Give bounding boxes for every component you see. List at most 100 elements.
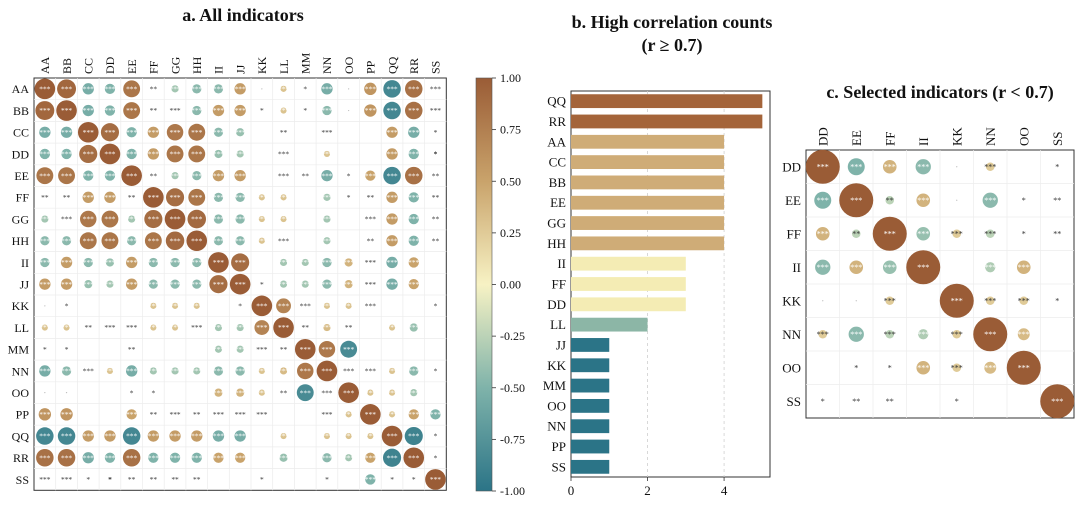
panel-a-significance-label: ***: [386, 323, 397, 332]
panel-c-significance-label: ***: [984, 263, 996, 272]
panel-a-row-label: EE: [14, 169, 29, 183]
panel-a-circle: [214, 345, 223, 353]
panel-c-col-label: DD: [815, 127, 830, 146]
panel-a-significance-label: **: [150, 171, 158, 180]
panel-a-col-label: FF: [147, 60, 161, 74]
panel-a-significance-label: ***: [213, 258, 224, 267]
panel-a-significance-label: ***: [365, 388, 376, 397]
panel-c-circle: [882, 159, 897, 174]
panel-a-circle: [171, 172, 179, 180]
panel-a-circle: [80, 210, 97, 228]
panel-a-circle: [235, 192, 245, 202]
panel-a-circle: [294, 338, 316, 360]
panel-a-significance-label: ***: [321, 301, 332, 310]
panel-a-significance-label: ***: [408, 258, 419, 267]
panel-a-significance-label: *: [434, 453, 438, 462]
panel-a-circle: [149, 367, 157, 375]
panel-a-significance-label: ***: [365, 171, 376, 180]
panel-a-circle: [192, 171, 202, 181]
panel-a-circle: [101, 210, 119, 228]
panel-a-circle: [279, 367, 288, 375]
panel-a-circle: [125, 256, 138, 269]
panel-b-category-label: RR: [549, 114, 567, 129]
panel-a-significance-label: ***: [235, 453, 246, 462]
panel-a-significance-label: ***: [104, 215, 115, 224]
panel-a-significance-label: **: [150, 410, 158, 419]
panel-a-circle: [323, 302, 331, 309]
panel-c-circle: [939, 283, 974, 318]
panel-a-circle: [101, 232, 119, 250]
panel-a-significance-label: ***: [191, 106, 202, 115]
panel-c-significance-label: ***: [917, 230, 929, 239]
panel-a-circle: [39, 365, 51, 377]
panel-a-col-label: BB: [60, 58, 74, 74]
panel-a-significance-label: ***: [39, 106, 50, 115]
panel-c-circle: [885, 330, 894, 339]
panel-a-row-label: PP: [16, 408, 30, 422]
panel-b-category-label: KK: [547, 358, 566, 373]
panel-c-significance-label: ***: [884, 297, 896, 306]
panel-b-bar: [571, 419, 610, 434]
panel-a-significance-label: *: [260, 475, 264, 484]
colorbar-tick-label: 0.50: [500, 174, 521, 188]
panel-a-col-label: DD: [103, 56, 117, 74]
panel-c-circle: [918, 329, 929, 340]
panel-a-significance-label: ***: [278, 215, 289, 224]
panel-a-significance-label: ***: [61, 367, 72, 376]
panel-a-row-label: JJ: [20, 277, 30, 291]
panel-a-circle: [192, 105, 202, 116]
panel-a-circle: [340, 340, 358, 358]
panel-c-circle: [1017, 328, 1030, 341]
panel-a-significance-label: ***: [213, 106, 224, 115]
panel-a-significance-label: ***: [365, 475, 376, 484]
panel-a-significance-label: ***: [39, 280, 50, 289]
panel-a-significance-label: ***: [321, 367, 332, 376]
panel-a-circle: [235, 452, 246, 463]
panel-a-significance-label: ***: [365, 106, 376, 115]
panel-a-circle: [403, 447, 425, 469]
panel-a-circle: [409, 366, 419, 376]
panel-b-bar: [571, 236, 725, 251]
panel-a-significance-label: ***: [148, 280, 159, 289]
panel-a-significance-label: ***: [343, 432, 354, 441]
panel-a-significance-label: ***: [83, 215, 94, 224]
panel-a-circle: [106, 280, 114, 288]
panel-a-significance-label: ***: [321, 388, 332, 397]
panel-a-significance-label: ***: [148, 301, 159, 310]
panel-b-category-label: AA: [547, 134, 566, 149]
panel-a-circle: [322, 453, 332, 463]
panel-a-significance-label: ***: [256, 236, 267, 245]
panel-c-significance-label: ***: [1018, 297, 1030, 306]
panel-a-circle: [39, 278, 51, 290]
panel-c-circle: [986, 229, 995, 238]
panel-a-circle: [386, 191, 398, 204]
panel-a-significance-label: ***: [83, 150, 94, 159]
panel-a-significance-label: ***: [169, 301, 180, 310]
panel-a-circle: [34, 78, 56, 100]
panel-c-significance-label: ***: [1018, 364, 1030, 373]
panel-a-significance-label: ***: [321, 258, 332, 267]
panel-a-significance-label: ***: [343, 453, 354, 462]
panel-a-circle: [40, 257, 50, 268]
panel-a-significance-label: ***: [39, 453, 50, 462]
panel-a-circle: [212, 104, 225, 117]
panel-a-circle: [58, 167, 75, 185]
panel-a-circle: [171, 367, 179, 375]
panel-a-significance-label: ***: [148, 193, 159, 202]
panel-a-circle: [301, 280, 309, 288]
panel-a-circle: [105, 258, 115, 267]
panel-a-significance-label: ***: [61, 453, 72, 462]
panel-c-significance-label: ***: [917, 163, 929, 172]
panel-a-row-label: NN: [12, 364, 30, 378]
panel-a-significance-label: ***: [408, 388, 419, 397]
panel-a-circle: [321, 169, 333, 182]
panel-a-significance-label: ***: [256, 193, 267, 202]
panel-a-significance-label: ***: [148, 128, 159, 137]
panel-a-col-label: SS: [429, 61, 443, 74]
panel-a-significance-label: ***: [126, 410, 137, 419]
panel-a-significance-label: *: [347, 193, 351, 202]
panel-a-significance-label: ***: [235, 236, 246, 245]
panel-c-col-label: II: [916, 137, 931, 146]
panel-a-circle: [323, 150, 331, 158]
panel-a-circle: [191, 430, 203, 442]
